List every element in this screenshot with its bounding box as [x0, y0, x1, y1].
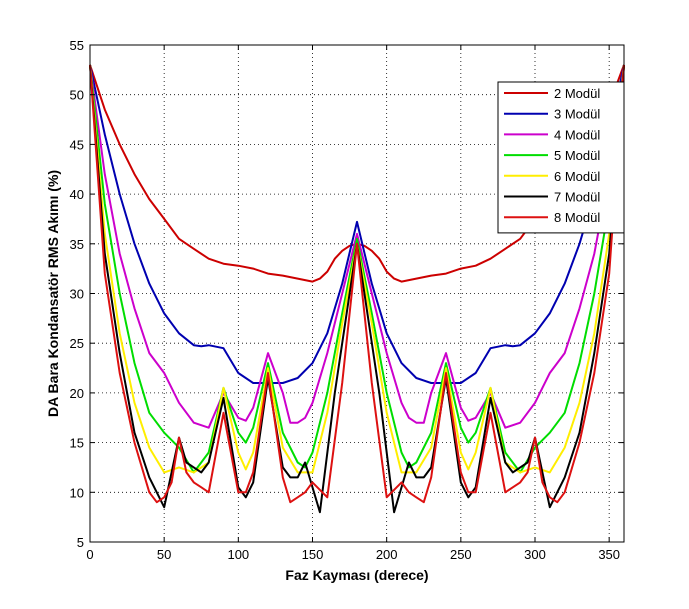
y-tick-label: 20 [70, 386, 84, 401]
x-tick-label: 50 [157, 547, 171, 562]
y-tick-label: 55 [70, 38, 84, 53]
x-tick-label: 0 [86, 547, 93, 562]
y-tick-label: 25 [70, 336, 84, 351]
legend-label: 5 Modül [554, 148, 600, 163]
x-tick-label: 300 [524, 547, 546, 562]
y-tick-label: 10 [70, 485, 84, 500]
legend-label: 4 Modül [554, 127, 600, 142]
y-tick-label: 35 [70, 237, 84, 252]
x-tick-label: 150 [302, 547, 324, 562]
series-line-8-modul [89, 64, 625, 504]
legend-box [497, 81, 625, 234]
x-tick-label: 250 [450, 547, 472, 562]
legend-label: 3 Modül [554, 107, 600, 122]
y-axis-label: DA Bara Kondansatör RMS Akımı (%) [45, 170, 61, 417]
x-tick-label: 100 [227, 547, 249, 562]
legend-label: 8 Modül [554, 210, 600, 225]
x-tick-label: 350 [598, 547, 620, 562]
legend: 2 Modül 3 Modül 4 Modül 5 Modül 6 Modül 7 Mod… [497, 81, 625, 234]
y-tick-label: 5 [77, 535, 84, 550]
y-tick-label: 40 [70, 187, 84, 202]
y-tick-label: 15 [70, 436, 84, 451]
y-tick-label: 50 [70, 88, 84, 103]
legend-label: 2 Modül [554, 86, 600, 101]
series-line-3-modul [89, 64, 625, 384]
legend-label: 7 Modül [554, 190, 600, 205]
series-line-4-modul [89, 64, 625, 429]
series-lines [89, 64, 625, 514]
y-tick-label: 45 [70, 137, 84, 152]
x-tick-label: 200 [376, 547, 398, 562]
tick-labels: 0 50 100 150 200 250 300 350 5 10 15 20 25 30 35 40 45 50… [70, 38, 620, 562]
legend-label: 6 Modül [554, 169, 600, 184]
x-axis-label: Faz Kayması (derece) [285, 567, 428, 583]
y-tick-label: 30 [70, 287, 84, 302]
